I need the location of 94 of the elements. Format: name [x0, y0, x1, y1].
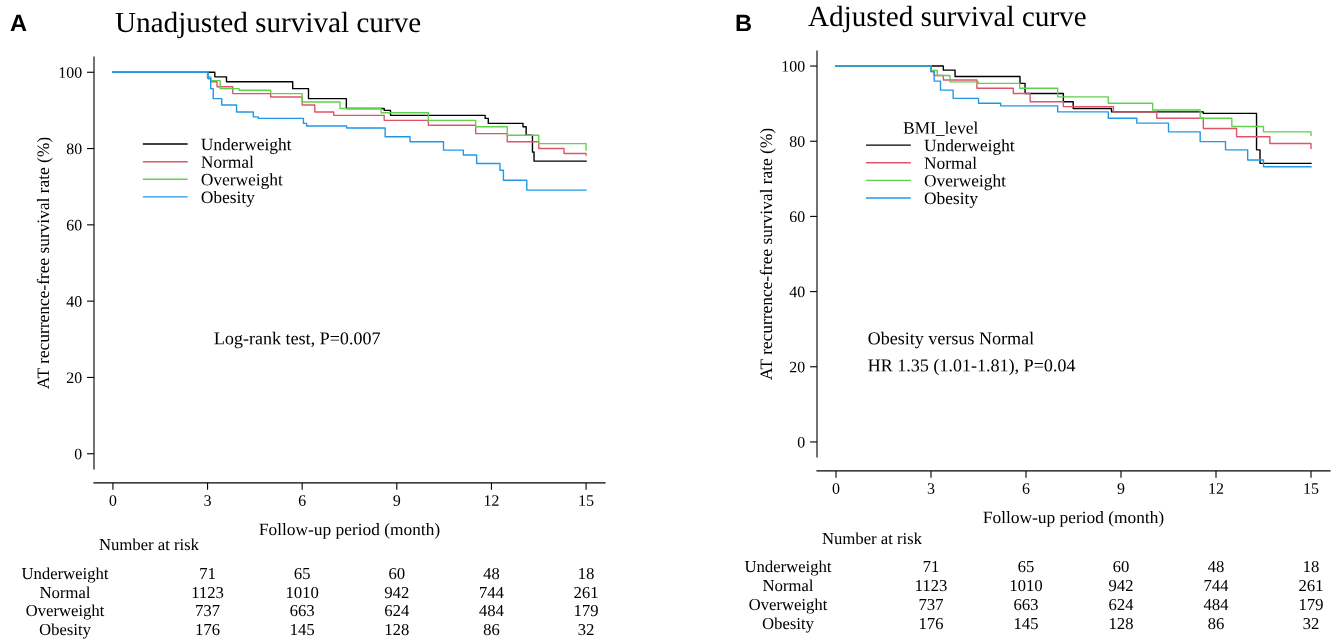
- text: 179: [575, 604, 598, 617]
- text: Obesity: [762, 617, 814, 633]
- text: 179: [1299, 598, 1323, 611]
- text: 176: [196, 623, 220, 636]
- y-axis-title: AT recurrence-free survival rate (%): [759, 128, 776, 380]
- y-tick-label: 40: [66, 296, 82, 307]
- text: 32: [578, 623, 594, 636]
- text: Overweight: [749, 598, 828, 614]
- text: 176: [919, 617, 943, 630]
- text: 18: [1304, 560, 1319, 573]
- y-axis-title: AT recurrence-free survival rate (%): [36, 137, 53, 389]
- y-tick-label: 60: [66, 219, 82, 231]
- text: 624: [385, 604, 410, 617]
- y-tick-label: 60: [789, 211, 805, 223]
- x-tick-label: 15: [1304, 483, 1319, 494]
- text: 86: [1208, 617, 1224, 630]
- text: 942: [384, 586, 409, 599]
- text: 65: [1018, 560, 1034, 573]
- text: 1010: [286, 586, 319, 599]
- y-tick-label: 20: [66, 372, 82, 384]
- text: B: [736, 14, 751, 32]
- text: 737: [919, 598, 944, 611]
- x-tick-label: 3: [204, 495, 211, 506]
- legend-label: Underweight: [924, 139, 1015, 155]
- text: 744: [480, 587, 504, 599]
- annotation: Log-rank test, P=0.007: [214, 331, 380, 349]
- x-axis-title: Follow-up period (month): [983, 511, 1164, 527]
- text: 60: [389, 567, 405, 580]
- text: 484: [479, 604, 504, 617]
- text: 65: [294, 567, 310, 580]
- text: 60: [1113, 560, 1129, 573]
- text: 128: [1109, 617, 1133, 630]
- text: 663: [1014, 598, 1038, 611]
- x-tick-label: 0: [109, 495, 117, 506]
- text: 942: [1109, 579, 1133, 592]
- text: 1123: [192, 586, 224, 599]
- x-tick-label: 15: [579, 495, 594, 506]
- text: 71: [200, 568, 215, 580]
- text: 18: [579, 567, 594, 580]
- x-tick-label: 6: [298, 495, 306, 506]
- text: 145: [291, 624, 315, 636]
- legend-label: Obesity: [924, 192, 978, 208]
- y-tick-label: 0: [74, 448, 82, 460]
- y-tick-label: 0: [797, 436, 805, 448]
- y-tick-label: 100: [59, 67, 82, 78]
- annotation: Obesity versus Normal: [868, 331, 1034, 349]
- y-tick-label: 20: [789, 361, 805, 373]
- chart-title: Unadjusted survival curve: [115, 11, 421, 39]
- x-tick-label: 0: [832, 483, 840, 494]
- x-tick-label: 12: [484, 495, 499, 506]
- x-tick-label: 9: [393, 495, 401, 506]
- y-tick-label: 80: [789, 136, 805, 147]
- annotation: HR 1.35 (1.01-1.81), P=0.04: [868, 358, 1076, 376]
- y-tick-label: 100: [782, 60, 805, 72]
- x-tick-label: 3: [927, 483, 935, 494]
- text: Number at risk: [99, 538, 199, 551]
- text: Normal: [40, 586, 91, 599]
- y-tick-label: 80: [66, 143, 82, 155]
- text: 261: [1299, 579, 1323, 592]
- legend-title: BMI_level: [903, 121, 978, 136]
- legend-label: Normal: [201, 155, 254, 168]
- text: 1010: [1010, 579, 1043, 592]
- text: A: [10, 14, 27, 32]
- text: 48: [483, 567, 500, 580]
- y-tick-label: 40: [789, 286, 805, 298]
- legend-label: Underweight: [201, 138, 292, 154]
- legend-label: Normal: [924, 156, 977, 169]
- text: 1123: [916, 579, 947, 592]
- text: 86: [483, 623, 500, 636]
- text: 145: [1014, 618, 1038, 630]
- x-tick-label: 6: [1022, 483, 1030, 494]
- text: Normal: [763, 579, 814, 592]
- text: 484: [1203, 598, 1229, 611]
- x-tick-label: 12: [1209, 483, 1224, 494]
- text: Overweight: [26, 604, 105, 620]
- text: 624: [1109, 598, 1134, 611]
- text: 48: [1207, 560, 1224, 573]
- text: 737: [196, 604, 220, 617]
- x-axis-title: Follow-up period (month): [259, 523, 440, 539]
- text: Number at risk: [822, 532, 922, 545]
- text: Underweight: [21, 567, 109, 583]
- text: 128: [385, 623, 409, 636]
- text: 663: [290, 604, 315, 617]
- text: 744: [1204, 580, 1229, 592]
- chart-title: Adjusted survival curve: [808, 5, 1086, 33]
- legend-label: Overweight: [201, 173, 283, 190]
- legend-label: Overweight: [924, 174, 1006, 191]
- text: 71: [923, 561, 939, 573]
- legend-label: Obesity: [201, 190, 255, 207]
- text: 261: [574, 586, 598, 599]
- text: Obesity: [39, 623, 91, 639]
- text: Underweight: [744, 560, 832, 576]
- x-tick-label: 9: [1117, 483, 1125, 494]
- text: 32: [1303, 617, 1319, 630]
